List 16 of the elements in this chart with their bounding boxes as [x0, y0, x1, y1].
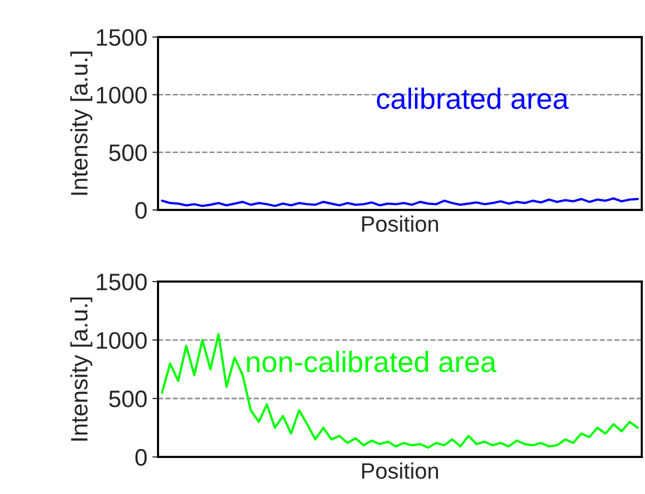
line-series [160, 197, 639, 208]
series-label: non-calibrated area [247, 350, 496, 372]
text: calibrated area [376, 88, 569, 110]
x-axis-title: Position [362, 216, 438, 232]
y-tick-label: 1000 [96, 332, 147, 349]
y-tick-label: 1500 [96, 29, 147, 46]
y-axis-title: Intensity [a.u.] [70, 52, 92, 195]
x-axis-title: Position [362, 462, 438, 479]
y-tick-label: 0 [135, 449, 147, 466]
y-tick-label: 500 [109, 144, 147, 162]
line-series [160, 333, 639, 449]
y-axis-title: Intensity [a.u.] [70, 297, 92, 441]
y-tick-label: 1500 [96, 274, 147, 290]
y-tick-label: 500 [109, 390, 147, 408]
y-tick-label: 0 [135, 202, 147, 219]
y-tick-label: 1000 [96, 86, 147, 104]
